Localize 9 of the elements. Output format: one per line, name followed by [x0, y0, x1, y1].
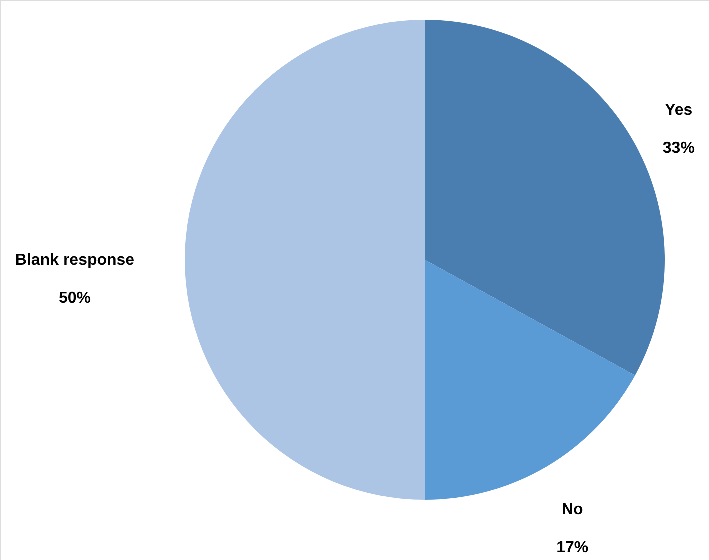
pie-slice [185, 20, 425, 500]
pie-slice [425, 260, 636, 500]
slice-label: No [562, 502, 584, 519]
data-label: 50% [58, 290, 92, 307]
slice-label: Blank response [15, 252, 135, 269]
data-label: 33% [662, 140, 695, 157]
pie-slice [425, 20, 665, 376]
slice-label: Yes [665, 102, 693, 119]
data-label: 17% [556, 540, 589, 557]
